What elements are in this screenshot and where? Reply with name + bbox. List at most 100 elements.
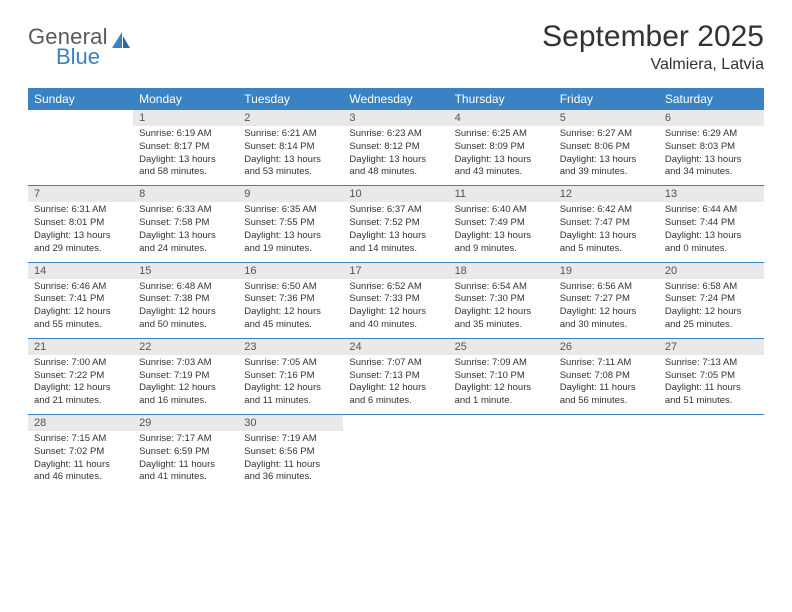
sunset-line: Sunset: 7:38 PM [137,293,234,306]
sunset-line: Sunset: 7:16 PM [242,370,339,383]
sunrise-line: Sunrise: 7:00 AM [32,357,129,370]
day-number: 30 [238,415,343,431]
calendar-day-cell: 2Sunrise: 6:21 AMSunset: 8:14 PMDaylight… [238,110,343,186]
daylight-line-2: and 11 minutes. [242,395,339,408]
calendar-day-cell: 28 Sunrise: 7:15 AMSunset: 7:02 PMDayligh… [28,415,133,491]
day-number: 10 [343,186,448,202]
calendar-week-row: 14Sunrise: 6:46 AMSunset: 7:41 PMDayligh… [28,262,764,338]
day-number: 21 [28,339,133,355]
daylight-line-1: Daylight: 12 hours [558,306,655,319]
sunset-line: Sunset: 7:22 PM [32,370,129,383]
daylight-line-2: and 35 minutes. [453,319,550,332]
calendar-day-cell: 12Sunrise: 6:42 AMSunset: 7:47 PMDayligh… [554,186,659,262]
day-number: 15 [133,263,238,279]
weekday-header: Friday [554,88,659,110]
daylight-line-1: Daylight: 13 hours [558,154,655,167]
calendar-day-cell: 26Sunrise: 7:11 AMSunset: 7:08 PMDayligh… [554,338,659,414]
daylight-line-2: and 21 minutes. [32,395,129,408]
daylight-line-2: and 16 minutes. [137,395,234,408]
day-number: 22 [133,339,238,355]
daylight-line-1: Daylight: 11 hours [137,459,234,472]
day-number: 7 [28,186,133,202]
daylight-line-2: and 19 minutes. [242,243,339,256]
calendar-day-cell: 18Sunrise: 6:54 AMSunset: 7:30 PMDayligh… [449,262,554,338]
calendar-day-cell: 16Sunrise: 6:50 AMSunset: 7:36 PMDayligh… [238,262,343,338]
sunrise-line: Sunrise: 7:03 AM [137,357,234,370]
day-details: Sunrise: 6:50 AMSunset: 7:36 PMDaylight:… [238,281,343,338]
calendar-day-cell: 29Sunrise: 7:17 AMSunset: 6:59 PMDayligh… [133,415,238,491]
day-number: 9 [238,186,343,202]
location-label: Valmiera, Latvia [542,56,764,74]
daylight-line-2: and 25 minutes. [663,319,760,332]
calendar-day-cell [554,415,659,491]
day-number: 28 [28,415,133,431]
day-details: Sunrise: 6:23 AMSunset: 8:12 PMDaylight:… [343,128,448,185]
sunset-line: Sunset: 7:08 PM [558,370,655,383]
daylight-line-1: Daylight: 13 hours [663,230,760,243]
daylight-line-2: and 30 minutes. [558,319,655,332]
sunrise-line: Sunrise: 7:07 AM [347,357,444,370]
day-details: Sunrise: 6:58 AMSunset: 7:24 PMDaylight:… [659,281,764,338]
calendar-week-row: 28 Sunrise: 7:15 AMSunset: 7:02 PMDayligh… [28,415,764,491]
calendar-week-row: 21 Sunrise: 7:00 AMSunset: 7:22 PM Dayligh… [28,338,764,414]
sunrise-line: Sunrise: 6:56 AM [558,281,655,294]
daylight-line-2: and 40 minutes. [347,319,444,332]
day-details: Sunrise: 6:40 AMSunset: 7:49 PMDaylight:… [449,204,554,261]
calendar-page: General Blue September 2025 Valmiera, La… [0,0,792,510]
daylight-line-1: Daylight: 12 hours [663,306,760,319]
calendar-day-cell: 27Sunrise: 7:13 AMSunset: 7:05 PMDayligh… [659,338,764,414]
daylight-line-2: and 58 minutes. [137,166,234,179]
day-number: 2 [238,110,343,126]
sunset-line: Sunset: 8:14 PM [242,141,339,154]
day-details: Sunrise: 6:33 AMSunset: 7:58 PMDaylight:… [133,204,238,261]
daylight-line-1: Daylight: 12 hours [242,382,339,395]
header: General Blue September 2025 Valmiera, La… [28,20,764,74]
daylight-line-1: Daylight: 11 hours [242,459,339,472]
logo: General Blue [28,20,132,68]
calendar-day-cell: 17Sunrise: 6:52 AMSunset: 7:33 PMDayligh… [343,262,448,338]
sunrise-line: Sunrise: 6:37 AM [347,204,444,217]
daylight-line-1: Daylight: 12 hours [137,306,234,319]
day-details: Sunrise: 7:05 AMSunset: 7:16 PMDaylight:… [238,357,343,414]
calendar-day-cell [449,415,554,491]
sunset-line: Sunset: 7:27 PM [558,293,655,306]
daylight-line-1: Daylight: 13 hours [558,230,655,243]
day-number: 8 [133,186,238,202]
calendar-day-cell: 20Sunrise: 6:58 AMSunset: 7:24 PMDayligh… [659,262,764,338]
calendar-day-cell [28,110,133,186]
sunset-line: Sunset: 7:24 PM [663,293,760,306]
calendar-day-cell: 23Sunrise: 7:05 AMSunset: 7:16 PMDayligh… [238,338,343,414]
day-details: Sunrise: 6:31 AMSunset: 8:01 PMDaylight:… [28,204,133,261]
sunset-line: Sunset: 7:52 PM [347,217,444,230]
calendar-table: Sunday Monday Tuesday Wednesday Thursday… [28,88,764,490]
sunrise-line: Sunrise: 6:44 AM [663,204,760,217]
calendar-day-cell: 25Sunrise: 7:09 AMSunset: 7:10 PMDayligh… [449,338,554,414]
day-details: Sunrise: 6:56 AMSunset: 7:27 PMDaylight:… [554,281,659,338]
daylight-line-2: and 53 minutes. [242,166,339,179]
day-details: Sunrise: 6:29 AMSunset: 8:03 PMDaylight:… [659,128,764,185]
calendar-day-cell: 5Sunrise: 6:27 AMSunset: 8:06 PMDaylight… [554,110,659,186]
sunrise-line: Sunrise: 6:42 AM [558,204,655,217]
day-details: Sunrise: 7:11 AMSunset: 7:08 PMDaylight:… [554,357,659,414]
sunset-line: Sunset: 7:36 PM [242,293,339,306]
sunset-line: Sunset: 7:55 PM [242,217,339,230]
daylight-line-1: Daylight: 11 hours [663,382,760,395]
day-details: Sunrise: 7:15 AMSunset: 7:02 PMDaylight:… [28,433,133,490]
daylight-line-2: and 0 minutes. [663,243,760,256]
sunrise-line: Sunrise: 7:05 AM [242,357,339,370]
daylight-line-1: Daylight: 12 hours [347,306,444,319]
sunset-line: Sunset: 6:56 PM [242,446,339,459]
calendar-day-cell: 19Sunrise: 6:56 AMSunset: 7:27 PMDayligh… [554,262,659,338]
sunset-line: Sunset: 7:33 PM [347,293,444,306]
daylight-line-1: Daylight: 12 hours [137,382,234,395]
sunset-line: Sunset: 7:47 PM [558,217,655,230]
daylight-line-1: Daylight: 13 hours [242,154,339,167]
sunrise-line: Sunrise: 7:15 AM [32,433,129,446]
month-title: September 2025 [542,20,764,54]
calendar-day-cell [343,415,448,491]
daylight-line-2: and 39 minutes. [558,166,655,179]
calendar-body: 1Sunrise: 6:19 AMSunset: 8:17 PMDaylight… [28,110,764,490]
weekday-header: Saturday [659,88,764,110]
sunrise-line: Sunrise: 6:50 AM [242,281,339,294]
weekday-header: Thursday [449,88,554,110]
